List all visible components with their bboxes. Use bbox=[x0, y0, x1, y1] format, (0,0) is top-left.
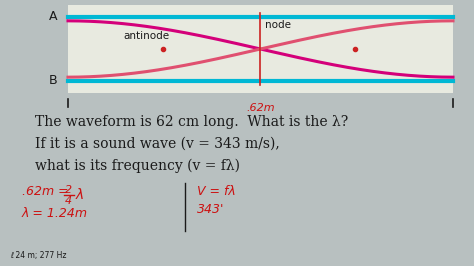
Text: .62m: .62m bbox=[246, 103, 275, 113]
Text: .62m =: .62m = bbox=[22, 185, 69, 198]
Text: V = fλ: V = fλ bbox=[197, 185, 236, 198]
Text: 2: 2 bbox=[65, 185, 72, 195]
Text: The waveform is 62 cm long.  What is the λ?: The waveform is 62 cm long. What is the … bbox=[35, 115, 348, 129]
Text: B: B bbox=[49, 74, 57, 88]
Text: λ = 1.24m: λ = 1.24m bbox=[22, 207, 88, 220]
Text: ℓ 24 m; 277 Hz: ℓ 24 m; 277 Hz bbox=[10, 251, 66, 260]
Text: If it is a sound wave (v = 343 m/s),: If it is a sound wave (v = 343 m/s), bbox=[35, 137, 280, 151]
Bar bbox=[68, 5, 453, 93]
Text: what is its frequency (v = fλ): what is its frequency (v = fλ) bbox=[35, 159, 240, 173]
Text: λ: λ bbox=[76, 188, 84, 202]
Text: node: node bbox=[265, 20, 292, 30]
Text: A: A bbox=[49, 10, 57, 23]
Text: antinode: antinode bbox=[123, 31, 169, 41]
Text: 4: 4 bbox=[65, 196, 72, 206]
Text: 343': 343' bbox=[197, 203, 224, 216]
